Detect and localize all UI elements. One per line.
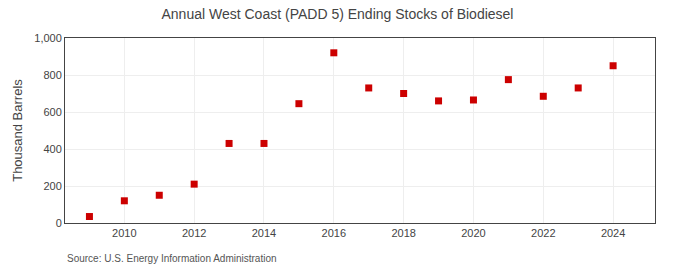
svg-text:1,000: 1,000 — [34, 32, 62, 44]
svg-text:Source: U.S. Energy Informatio: Source: U.S. Energy Information Administ… — [67, 253, 277, 264]
svg-text:Thousand Barrels: Thousand Barrels — [10, 79, 25, 182]
svg-text:0: 0 — [56, 217, 62, 229]
svg-text:2016: 2016 — [322, 227, 346, 239]
svg-text:Annual West Coast (PADD 5) End: Annual West Coast (PADD 5) Ending Stocks… — [162, 6, 514, 22]
svg-text:2012: 2012 — [182, 227, 206, 239]
svg-text:800: 800 — [43, 69, 61, 81]
svg-text:400: 400 — [43, 143, 61, 155]
svg-text:2018: 2018 — [391, 227, 415, 239]
svg-text:2022: 2022 — [531, 227, 555, 239]
svg-text:2024: 2024 — [601, 227, 625, 239]
svg-text:2014: 2014 — [252, 227, 276, 239]
svg-text:600: 600 — [43, 106, 61, 118]
svg-text:2020: 2020 — [461, 227, 485, 239]
svg-text:2010: 2010 — [112, 227, 136, 239]
svg-text:200: 200 — [43, 180, 61, 192]
